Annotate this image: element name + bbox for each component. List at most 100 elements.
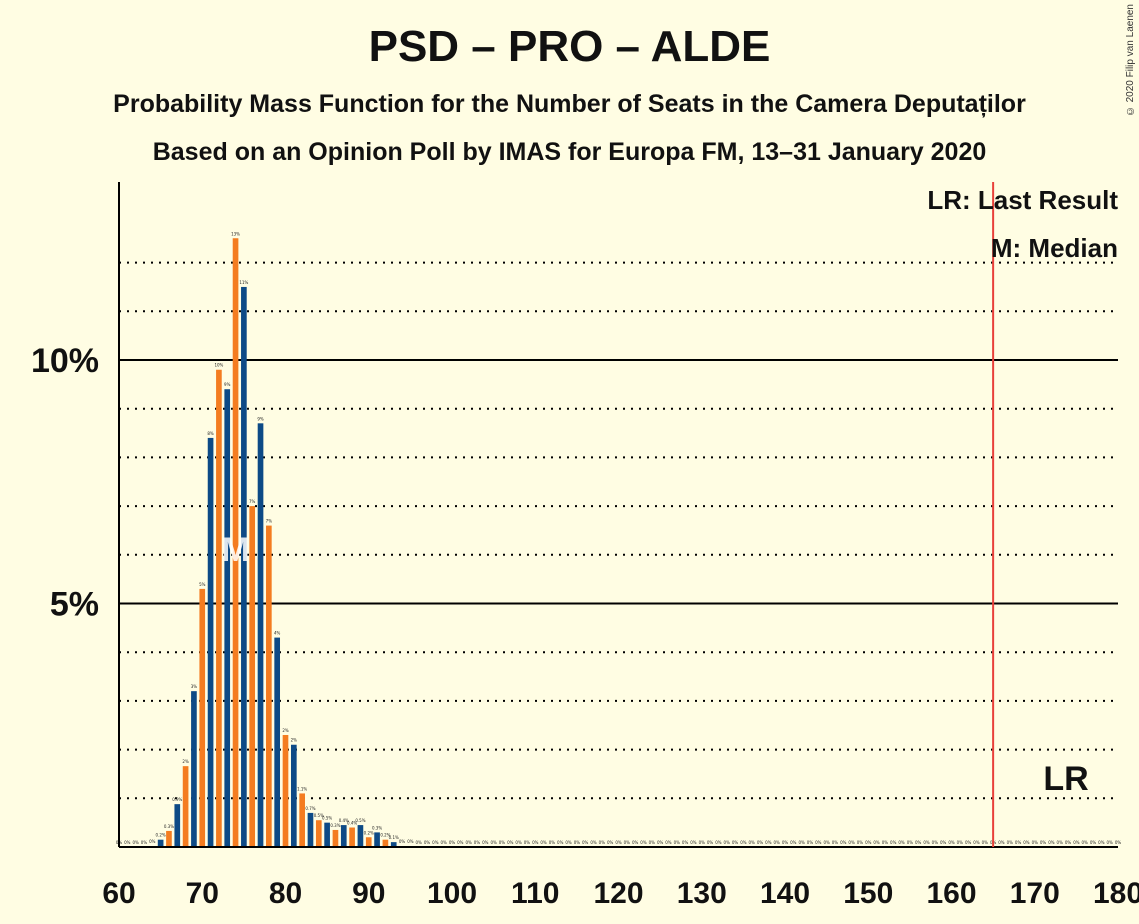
legend-median: M: Median (991, 233, 1118, 263)
data-label-seat-162: 0% (965, 840, 972, 845)
data-label-seat-117: 0% (590, 840, 597, 845)
data-label-seat-120: 0% (615, 840, 622, 845)
x-tick-label: 140 (760, 877, 810, 910)
data-label-seat-161: 0% (957, 840, 964, 845)
data-label-seat-164: 0% (982, 840, 989, 845)
data-label-seat-152: 0% (882, 840, 889, 845)
data-label-seat-123: 0% (640, 840, 647, 845)
data-label-seat-122: 0% (632, 840, 639, 845)
data-label-seat-171: 0% (1040, 840, 1047, 845)
bar-seat-82 (299, 793, 305, 847)
data-label-seat-159: 0% (940, 840, 947, 845)
data-label-seat-104: 0% (482, 840, 489, 845)
data-label-seat-72: 10% (214, 363, 223, 368)
data-label-seat-66: 0.3% (164, 824, 174, 829)
data-label-seat-163: 0% (973, 840, 980, 845)
bar-seat-81 (290, 744, 297, 847)
data-label-seat-173: 0% (1057, 840, 1064, 845)
data-label-seat-95: 0% (407, 839, 414, 844)
data-label-seat-160: 0% (948, 840, 955, 845)
data-label-seat-78: 7% (266, 519, 273, 524)
data-label-seat-126: 0% (665, 840, 672, 845)
data-labels: 0%0%0%0%0%0.2%0.3%0.9%2%3%5%8%10%9%13%11… (116, 231, 1122, 845)
data-label-seat-168: 0% (1015, 840, 1022, 845)
data-label-seat-98: 0% (432, 840, 439, 845)
data-label-seat-178: 0% (1098, 840, 1105, 845)
data-label-seat-82: 1.1% (297, 786, 307, 791)
gridlines (119, 261, 1118, 800)
data-label-seat-64: 0% (149, 839, 156, 844)
bar-seat-79 (274, 637, 281, 847)
data-label-seat-146: 0% (832, 840, 839, 845)
bar-seat-67 (174, 804, 181, 847)
bar-seat-65 (157, 839, 164, 847)
data-label-seat-138: 0% (765, 840, 772, 845)
bar-seat-74 (232, 238, 239, 847)
legend-last-result: LR: Last Result (927, 185, 1118, 215)
data-label-seat-119: 0% (607, 840, 614, 845)
data-label-seat-131: 0% (707, 840, 714, 845)
data-label-seat-85: 0.5% (322, 816, 332, 821)
data-label-seat-94: 0% (399, 839, 406, 844)
data-label-seat-116: 0% (582, 840, 589, 845)
bar-seat-69 (191, 691, 197, 847)
data-label-seat-113: 0% (557, 840, 564, 845)
data-label-seat-175: 0% (1073, 840, 1080, 845)
last-result-marker-label: LR (1043, 760, 1088, 798)
bar-seat-76 (249, 506, 256, 847)
bar-seat-80 (282, 734, 289, 847)
data-label-seat-83: 0.7% (305, 806, 315, 811)
data-label-seat-67: 0.9% (172, 797, 182, 802)
x-tick-label: 100 (427, 877, 477, 910)
bar-seat-70 (199, 588, 206, 847)
x-tick-label: 130 (677, 877, 727, 910)
data-label-seat-170: 0% (1032, 840, 1039, 845)
data-label-seat-114: 0% (565, 840, 572, 845)
data-label-seat-174: 0% (1065, 840, 1072, 845)
data-label-seat-111: 0% (540, 840, 547, 845)
bar-seat-86 (332, 829, 339, 847)
x-tick-label: 80 (269, 877, 302, 910)
data-label-seat-130: 0% (699, 840, 706, 845)
data-label-seat-158: 0% (932, 840, 939, 845)
data-label-seat-179: 0% (1106, 840, 1113, 845)
chart-subtitle-2: Based on an Opinion Poll by IMAS for Eur… (152, 138, 987, 166)
data-label-seat-109: 0% (524, 840, 531, 845)
x-tick-label: 180 (1093, 877, 1139, 910)
median-marker-label: M (221, 531, 249, 569)
data-label-seat-153: 0% (890, 840, 897, 845)
bar-seat-93 (390, 842, 397, 847)
data-label-seat-106: 0% (499, 840, 506, 845)
data-label-seat-112: 0% (549, 840, 556, 845)
data-label-seat-107: 0% (507, 840, 514, 845)
data-label-seat-91: 0.3% (372, 825, 382, 830)
data-label-seat-84: 0.5% (314, 813, 324, 818)
data-label-seat-142: 0% (798, 840, 805, 845)
data-label-seat-101: 0% (457, 840, 464, 845)
data-label-seat-169: 0% (1023, 840, 1030, 845)
data-label-seat-133: 0% (724, 840, 731, 845)
data-label-seat-65: 0.2% (156, 833, 166, 838)
bar-seat-89 (357, 825, 364, 847)
data-label-seat-157: 0% (923, 840, 930, 845)
data-label-seat-70: 5% (199, 582, 206, 587)
data-label-seat-69: 3% (191, 684, 198, 689)
data-label-seat-103: 0% (474, 840, 481, 845)
bar-seat-75 (241, 286, 247, 847)
bar-seat-73 (224, 389, 231, 847)
data-label-seat-151: 0% (873, 840, 880, 845)
bar-seat-84 (315, 820, 322, 847)
data-label-seat-127: 0% (674, 840, 681, 845)
data-label-seat-75: 11% (239, 280, 248, 285)
data-label-seat-125: 0% (657, 840, 664, 845)
bar-seat-77 (257, 423, 264, 847)
bar-seat-71 (207, 437, 214, 847)
x-tick-label: 170 (1010, 877, 1060, 910)
data-label-seat-149: 0% (857, 840, 864, 845)
data-label-seat-105: 0% (490, 840, 497, 845)
bar-seat-66 (166, 830, 172, 847)
data-label-seat-100: 0% (449, 840, 456, 845)
x-tick-label: 150 (843, 877, 893, 910)
data-label-seat-102: 0% (465, 840, 472, 845)
